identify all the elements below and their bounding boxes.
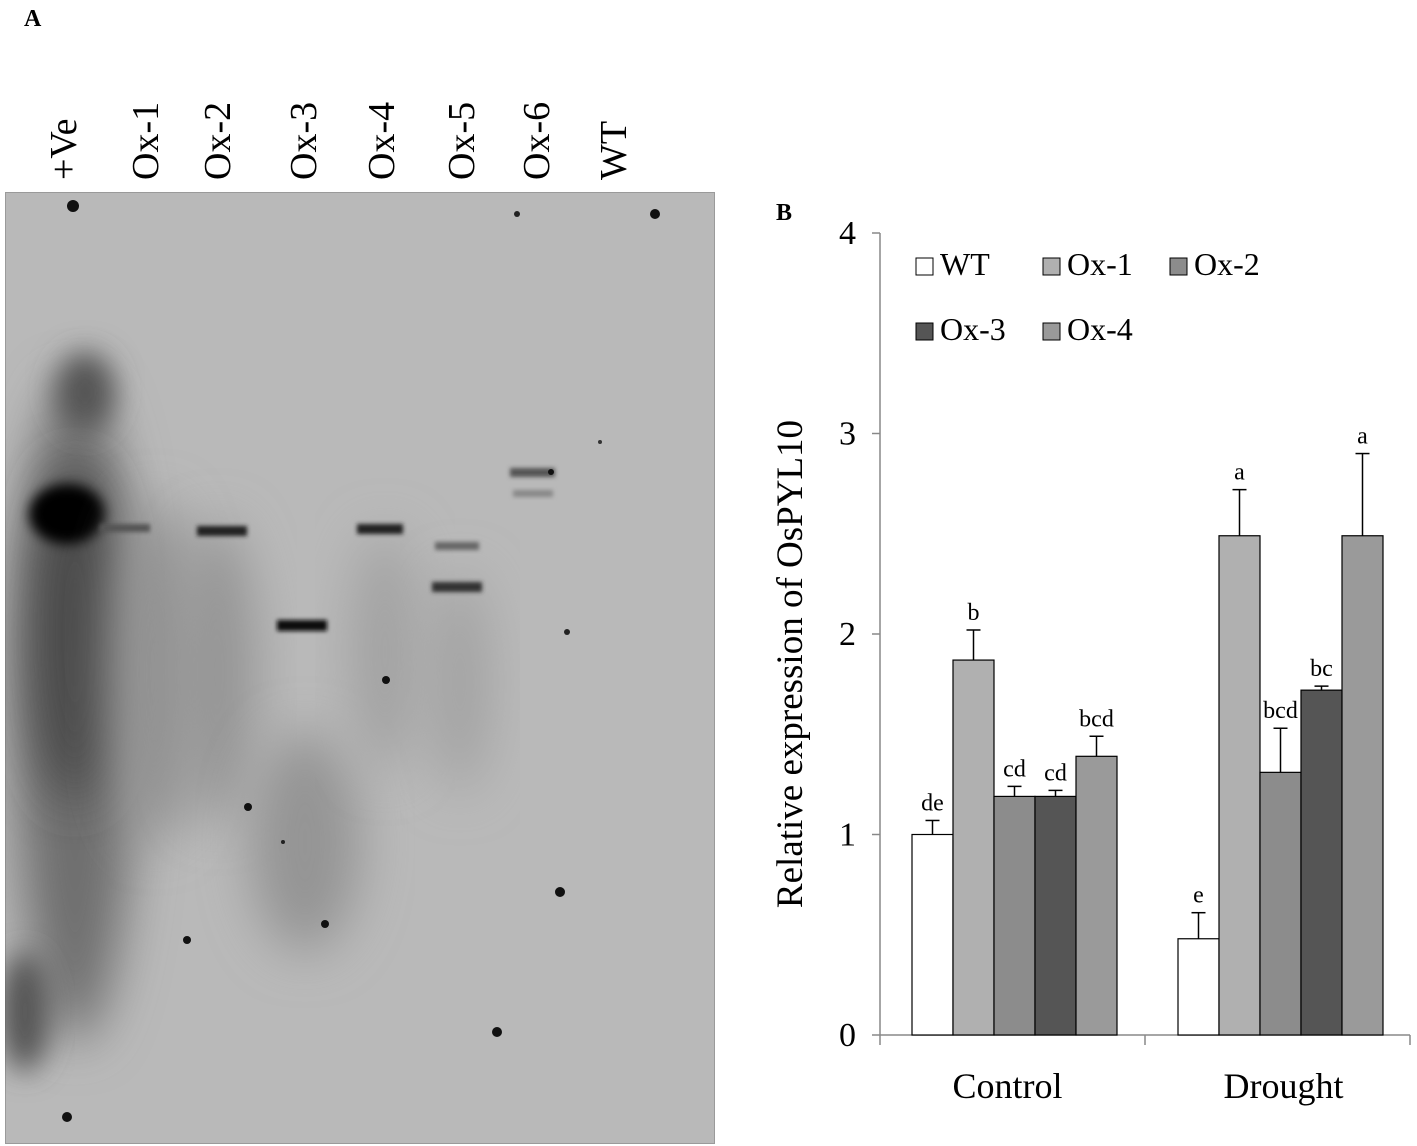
bar-ox-2-drought bbox=[1259, 771, 1302, 1036]
lane-label: Ox-5 bbox=[440, 90, 483, 180]
bar-ox-2-control bbox=[993, 795, 1036, 1036]
bar-ox-3-drought bbox=[1300, 689, 1343, 1036]
x-category-label: Drought bbox=[1224, 1066, 1344, 1106]
y-tick-label: 4 bbox=[839, 215, 856, 252]
lane-label: Ox-3 bbox=[282, 90, 325, 180]
southern-blot-image bbox=[5, 192, 715, 1144]
y-tick-label: 2 bbox=[839, 616, 856, 653]
lane-label: Ox-2 bbox=[196, 90, 239, 180]
significance-label: bc bbox=[1310, 656, 1333, 682]
bar-ox-3-control bbox=[1034, 795, 1077, 1036]
legend-swatch bbox=[1169, 257, 1188, 276]
legend-label: Ox-3 bbox=[940, 311, 1006, 347]
panel-a-letter: A bbox=[24, 6, 42, 32]
lane-label: WT bbox=[592, 90, 635, 180]
panel-b-letter: B bbox=[776, 200, 793, 226]
x-category-label: Control bbox=[952, 1066, 1062, 1106]
legend-label: Ox-1 bbox=[1067, 246, 1133, 282]
bar-wt-drought bbox=[1177, 938, 1220, 1036]
legend-label: Ox-4 bbox=[1067, 311, 1133, 347]
expression-bar-chart: 0 1 2 3 4 Relative expression of OsPYL10 Contr… bbox=[770, 215, 1411, 1106]
lane-label-text: Ox-3 bbox=[283, 101, 325, 180]
lane-label-text: Ox-6 bbox=[516, 101, 558, 180]
lane-label-text: Ox-4 bbox=[361, 101, 403, 180]
legend-swatch bbox=[915, 322, 934, 341]
significance-label: a bbox=[1234, 460, 1245, 486]
bar-ox-1-control bbox=[952, 659, 995, 1036]
lane-label: Ox-6 bbox=[515, 90, 558, 180]
y-tick-label: 0 bbox=[839, 1017, 856, 1054]
lane-label: Ox-1 bbox=[124, 90, 167, 180]
legend-label: Ox-2 bbox=[1194, 246, 1260, 282]
y-tick-label: 1 bbox=[839, 817, 856, 854]
legend-swatch bbox=[1042, 322, 1061, 341]
bar-wt-control bbox=[911, 833, 954, 1036]
y-axis-label: Relative expression of OsPYL10 bbox=[770, 420, 811, 908]
significance-label: cd bbox=[1003, 756, 1026, 782]
lane-label-text: +Ve bbox=[43, 118, 85, 180]
significance-label: bcd bbox=[1079, 706, 1114, 732]
significance-label: cd bbox=[1044, 760, 1067, 786]
lane-label: Ox-4 bbox=[360, 90, 403, 180]
significance-label: de bbox=[921, 790, 944, 816]
significance-label: e bbox=[1193, 883, 1204, 909]
bar-ox-1-drought bbox=[1218, 535, 1261, 1036]
legend-swatch bbox=[1042, 257, 1061, 276]
significance-label: bcd bbox=[1263, 698, 1298, 724]
y-tick-label: 3 bbox=[839, 416, 856, 453]
lane-label-text: Ox-5 bbox=[441, 101, 483, 180]
bar-ox-4-drought bbox=[1341, 535, 1384, 1036]
legend-label: WT bbox=[940, 246, 990, 282]
significance-label: a bbox=[1357, 424, 1368, 450]
lane-label: +Ve bbox=[42, 90, 85, 180]
lane-label-text: Ox-2 bbox=[197, 101, 239, 180]
significance-label: b bbox=[968, 600, 980, 626]
lane-label-text: WT bbox=[593, 120, 635, 180]
bar-ox-4-control bbox=[1075, 755, 1118, 1036]
lane-label-text: Ox-1 bbox=[125, 101, 167, 180]
legend-swatch bbox=[915, 257, 934, 276]
